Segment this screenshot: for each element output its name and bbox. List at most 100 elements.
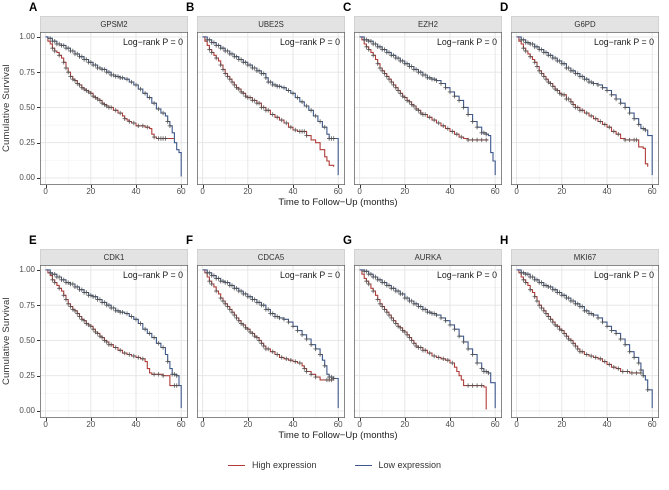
- x-axis-tick-mark: [338, 185, 340, 188]
- x-axis-ticks: 0 20 40 60: [511, 418, 659, 430]
- x-axis-tick-mark: [247, 418, 249, 421]
- censor-marks: [362, 37, 489, 137]
- y-axis-tick-mark: [37, 375, 40, 377]
- high-expression-curve: [516, 269, 641, 374]
- censor-marks: [205, 37, 336, 141]
- x-axis-tick-mark: [495, 418, 497, 421]
- legend-line-high-expression: [227, 464, 245, 466]
- x-tick-label: 60: [333, 187, 343, 196]
- panel-A-GPSM2: A GPSM2 Log−rank P = 0 0 20 40 60: [29, 2, 188, 197]
- x-axis-title-row-2: Time to Follow−Up (months): [278, 430, 398, 441]
- x-axis-ticks: 0 20 40 60: [197, 418, 345, 430]
- facet-title: AURKA: [354, 249, 502, 265]
- high-expression-curve: [45, 36, 175, 140]
- x-axis-ticks: 0 20 40 60: [40, 418, 188, 430]
- legend-line-low-expression: [354, 464, 372, 466]
- x-tick-label: 20: [243, 187, 253, 196]
- high-expression-curve: [202, 269, 334, 381]
- y-axis-title: Cumulative Survival: [1, 64, 12, 153]
- x-tick-label: 40: [288, 420, 298, 429]
- x-axis-ticks: 0 20 40 60: [40, 185, 188, 197]
- censor-marks: [205, 270, 336, 381]
- y-axis-title: Cumulative Survival: [1, 297, 12, 386]
- row-1: Cumulative Survival 1.00 0.75 0.50 0.25 0.00…: [0, 2, 669, 197]
- x-tick-label: 40: [602, 420, 612, 429]
- x-axis-ticks: 0 20 40 60: [511, 185, 659, 197]
- x-tick-label: 60: [333, 420, 343, 429]
- high-expression-curve: [202, 36, 335, 167]
- x-axis-tick-mark: [359, 418, 361, 421]
- x-tick-label: 60: [490, 420, 500, 429]
- x-axis-tick-mark: [90, 418, 92, 421]
- censor-marks: [48, 36, 173, 128]
- x-axis-tick-mark: [202, 418, 204, 421]
- x-axis-tick-mark: [561, 418, 563, 421]
- y-tick-label: 0.50: [19, 102, 35, 112]
- x-axis-tick-mark: [181, 185, 183, 188]
- x-axis-tick-mark: [495, 185, 497, 188]
- x-tick-label: 20: [86, 420, 96, 429]
- x-tick-label: 60: [176, 420, 186, 429]
- y-axis-tick-mark: [37, 410, 40, 412]
- legend-label-low-expression: Low expression: [378, 460, 442, 470]
- svg-text:Log−rank P = 0: Log−rank P = 0: [594, 37, 654, 47]
- x-axis-title-row-1: Time to Follow−Up (months): [278, 197, 398, 208]
- x-axis-tick-mark: [136, 185, 137, 188]
- x-tick-label: 0: [357, 187, 362, 196]
- svg-text:Log−rank P = 0: Log−rank P = 0: [437, 270, 497, 280]
- censor-marks: [364, 279, 484, 388]
- km-plot-GPSM2: Log−rank P = 0: [40, 32, 188, 185]
- row-2-y-axis: Cumulative Survival 1.00 0.75 0.50 0.25 0.00: [0, 235, 40, 430]
- x-axis-tick-mark: [561, 185, 563, 188]
- high-expression-curve: [516, 36, 649, 167]
- x-axis-ticks: 0 20 40 60: [354, 185, 502, 197]
- y-axis-tick-mark: [37, 177, 40, 179]
- y-tick-label: 0.00: [19, 173, 35, 183]
- row-2-panels: E CDK1 Log−rank P = 0 0 20 40 60 F CDCA5 Log−rank…: [29, 235, 659, 430]
- x-tick-label: 20: [86, 187, 96, 196]
- km-plot-CDK1: Log−rank P = 0: [40, 265, 188, 418]
- svg-text:Log−rank P = 0: Log−rank P = 0: [280, 37, 340, 47]
- panel-D-G6PD: D G6PD Log−rank P = 0 0 20 40 60: [500, 2, 659, 197]
- x-axis-tick-mark: [45, 418, 47, 421]
- censor-marks: [519, 270, 650, 392]
- y-axis-tick-mark: [37, 142, 40, 144]
- y-tick-label: 0.00: [19, 406, 35, 416]
- svg-text:Log−rank P = 0: Log−rank P = 0: [594, 270, 654, 280]
- x-tick-label: 60: [647, 187, 657, 196]
- y-axis-tick-mark: [37, 269, 40, 271]
- km-plot-EZH2: Log−rank P = 0: [354, 32, 502, 185]
- x-tick-label: 20: [400, 187, 410, 196]
- row-1-y-axis: Cumulative Survival 1.00 0.75 0.50 0.25 0.00: [0, 2, 40, 197]
- x-axis-tick-mark: [45, 185, 47, 188]
- y-axis-tick-mark: [37, 340, 40, 342]
- censor-marks: [48, 270, 179, 378]
- panel-letter: D: [500, 2, 509, 14]
- legend-label-high-expression: High expression: [251, 460, 317, 470]
- km-plot-CDCA5: Log−rank P = 0: [197, 265, 345, 418]
- censor-marks: [521, 277, 644, 376]
- panel-G-AURKA: G AURKA Log−rank P = 0 0 20 40 60: [343, 235, 502, 430]
- x-tick-label: 20: [243, 420, 253, 429]
- high-expression-curve: [359, 36, 489, 141]
- x-tick-label: 0: [200, 187, 205, 196]
- x-tick-label: 0: [43, 187, 48, 196]
- x-tick-label: 40: [131, 187, 141, 196]
- y-axis-tick-mark: [37, 107, 40, 109]
- x-axis-tick-mark: [338, 418, 340, 421]
- x-tick-label: 0: [43, 420, 48, 429]
- svg-text:Log−rank P = 0: Log−rank P = 0: [123, 37, 183, 47]
- x-axis-tick-mark: [293, 418, 294, 421]
- legend-item-high-expression: High expression: [227, 460, 317, 470]
- y-tick-label: 0.50: [19, 335, 35, 345]
- facet-title: UBE2S: [197, 16, 345, 32]
- high-expression-curve: [359, 269, 487, 410]
- panel-letter: G: [343, 235, 352, 247]
- facet-title: GPSM2: [40, 16, 188, 32]
- y-axis-tick-mark: [37, 36, 40, 38]
- x-axis-tick-mark: [516, 418, 518, 421]
- x-tick-label: 0: [514, 187, 519, 196]
- x-tick-label: 20: [557, 187, 567, 196]
- legend: High expression Low expression: [0, 460, 669, 470]
- panel-H-MKI67: H MKI67 Log−rank P = 0 0 20 40 60: [500, 235, 659, 430]
